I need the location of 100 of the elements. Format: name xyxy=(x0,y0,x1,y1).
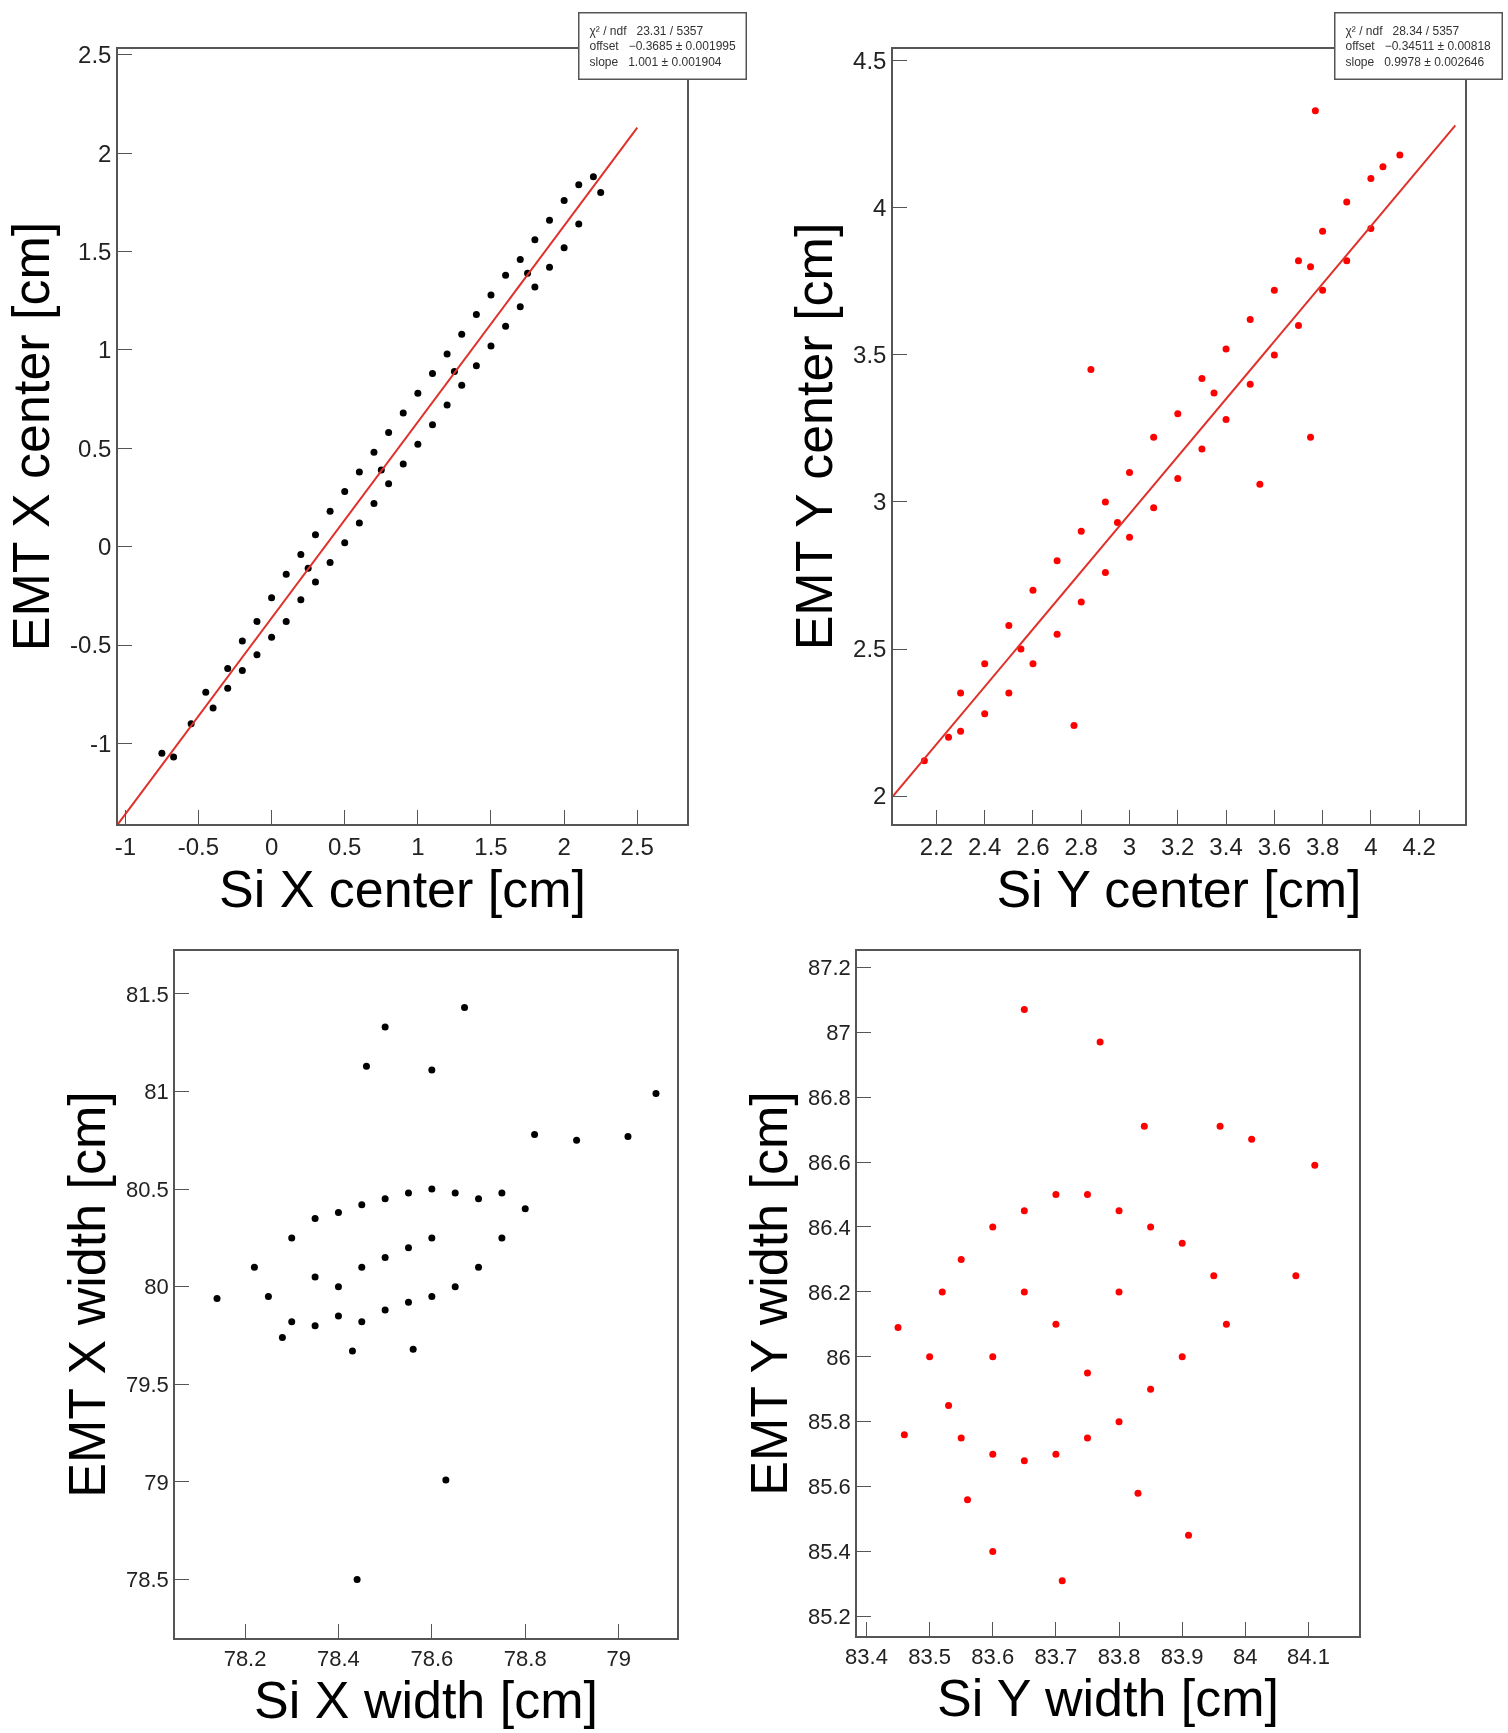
point xyxy=(1101,569,1109,577)
x-tick-label: 2.4 xyxy=(968,832,1002,860)
point xyxy=(358,1263,366,1271)
y-tick-label: -1 xyxy=(90,729,112,757)
point xyxy=(652,1089,660,1097)
y-tick-label: 2.5 xyxy=(78,41,112,69)
point xyxy=(1083,1190,1091,1198)
point xyxy=(475,1263,483,1271)
text: χ² / ndf 23.31 / 5357 xyxy=(589,23,704,38)
y-tick-label: 1 xyxy=(98,336,112,364)
point xyxy=(278,1333,286,1341)
point xyxy=(1077,598,1085,606)
x-tick-label: 2.2 xyxy=(919,832,954,860)
point xyxy=(1222,416,1230,424)
point xyxy=(1052,1320,1060,1328)
y-tick-label: -0.5 xyxy=(70,631,112,659)
point xyxy=(1222,345,1230,353)
y-tick-label: 81 xyxy=(144,1079,169,1105)
y-tick-label: 87 xyxy=(826,1019,851,1045)
x-tick-label: 83.7 xyxy=(1034,1644,1078,1670)
y-tick-label: 85.6 xyxy=(808,1474,851,1500)
annotation: slope 1.001 ± 0.001904 xyxy=(589,54,722,69)
point xyxy=(926,1353,934,1361)
point xyxy=(1343,198,1351,206)
point xyxy=(334,1209,342,1217)
point xyxy=(989,1353,997,1361)
point xyxy=(1256,480,1264,488)
point xyxy=(404,1244,412,1252)
point xyxy=(1178,1239,1186,1247)
point xyxy=(1248,1135,1256,1143)
y-tick-label: 0.5 xyxy=(78,434,112,462)
y-tick-label: 80.5 xyxy=(126,1176,169,1202)
x-axis-title: Si Y center [cm] xyxy=(996,859,1362,918)
point xyxy=(1174,474,1182,482)
x-tick-label: 0.5 xyxy=(328,832,362,860)
point xyxy=(1053,557,1061,565)
point xyxy=(1052,1450,1060,1458)
point xyxy=(498,1189,506,1197)
y-tick-label: 85.4 xyxy=(808,1539,851,1565)
point xyxy=(1198,374,1206,382)
x-tick-label: 2.8 xyxy=(1064,832,1098,860)
annotation: slope 0.9978 ± 0.002646 xyxy=(1345,54,1485,69)
x-tick-label: 83.9 xyxy=(1160,1644,1204,1670)
point xyxy=(1210,1272,1218,1280)
x-tick-label: 2.6 xyxy=(1016,832,1050,860)
point xyxy=(957,1255,965,1263)
y-tick-label: 80 xyxy=(144,1274,169,1300)
x-tick-label: 3 xyxy=(1122,832,1137,860)
point xyxy=(1087,366,1095,374)
point xyxy=(1083,1369,1091,1377)
point xyxy=(981,710,989,718)
point xyxy=(1216,1122,1224,1130)
point xyxy=(428,1066,436,1074)
point xyxy=(1311,107,1319,115)
x-axis-title: Si X center [cm] xyxy=(219,859,586,918)
point xyxy=(1115,1207,1123,1215)
point xyxy=(213,1294,221,1302)
point xyxy=(451,1283,459,1291)
point xyxy=(404,1298,412,1306)
point xyxy=(1198,445,1206,453)
point xyxy=(900,1431,908,1439)
text: χ² / ndf 28.34 / 5357 xyxy=(1345,23,1460,38)
point xyxy=(1319,227,1327,235)
x-tick-label: 84 xyxy=(1233,1644,1258,1670)
x-tick-label: 3.2 xyxy=(1161,832,1195,860)
y-tick-label: 87.2 xyxy=(808,954,851,980)
point xyxy=(1140,1122,1148,1130)
point xyxy=(981,660,989,668)
annotation: offset −0.3685 ± 0.001995 xyxy=(589,39,736,54)
point xyxy=(409,1345,417,1353)
y-axis-title: EMT X center [cm] xyxy=(1,221,60,652)
point xyxy=(451,1189,459,1197)
y-axis-title: EMT Y width [cm] xyxy=(739,1091,798,1496)
point xyxy=(311,1273,319,1281)
point xyxy=(381,1253,389,1261)
point xyxy=(1307,263,1315,271)
y-tick-label: 4 xyxy=(873,194,887,222)
point xyxy=(428,1292,436,1300)
point xyxy=(1005,689,1013,697)
x-tick-label: 78.8 xyxy=(503,1646,547,1672)
point xyxy=(1150,504,1158,512)
point xyxy=(957,1434,965,1442)
y-tick-label: 2.5 xyxy=(853,635,887,663)
point xyxy=(1029,586,1037,594)
y-tick-label: 2 xyxy=(98,139,112,167)
y-tick-label: 86.4 xyxy=(808,1214,851,1240)
point xyxy=(521,1205,529,1213)
point xyxy=(362,1062,370,1070)
x-tick-label: 4 xyxy=(1364,832,1378,860)
point xyxy=(1083,1434,1091,1442)
point xyxy=(938,1288,946,1296)
point xyxy=(1029,660,1037,668)
point xyxy=(264,1292,272,1300)
point xyxy=(381,1023,389,1031)
point xyxy=(1210,389,1218,397)
x-tick-label: 2.5 xyxy=(620,832,654,860)
x-tick-label: 79 xyxy=(606,1646,631,1672)
point xyxy=(358,1318,366,1326)
y-tick-label: 86.6 xyxy=(808,1149,851,1175)
y-axis-title: EMT Y center [cm] xyxy=(784,222,843,651)
